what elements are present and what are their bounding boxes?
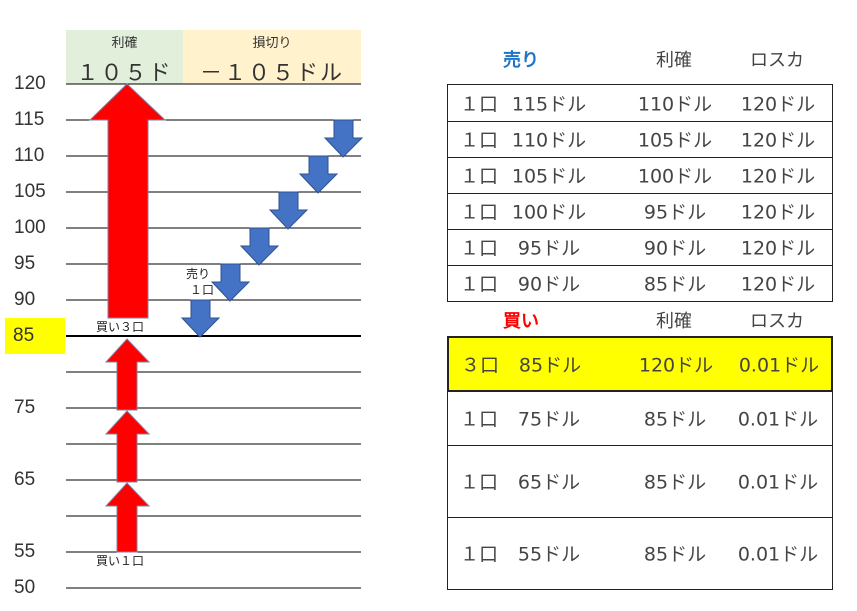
sell-row-qty: １口 xyxy=(459,273,499,296)
buy3-up-arrow xyxy=(88,83,167,319)
sell-down-arrows xyxy=(180,119,364,338)
buy-table-col-sl: ロスカ xyxy=(750,311,804,332)
table-row-highlighted: ３口 85ドル 120ドル 0.01ドル xyxy=(447,336,833,392)
sell-row-tp: 105ドル xyxy=(637,129,713,152)
buy-row-sl: 0.01ドル xyxy=(737,471,819,494)
table-row: １口 110ドル 105ドル 120ドル xyxy=(448,121,832,158)
buy1-annotation: 買い１口 xyxy=(96,554,145,568)
buy-table: ３口 85ドル 120ドル 0.01ドル １口 75ドル 85ドル 0.01ドル… xyxy=(447,336,833,590)
buy-row-qty: １口 xyxy=(459,543,499,566)
loss-label: 損切り xyxy=(252,36,292,51)
y-label-55: 55 xyxy=(14,541,36,562)
sell-arrow-95 xyxy=(210,263,251,302)
table-row: １口 90ドル 85ドル 120ドル xyxy=(448,265,832,302)
sell-row-tp: 90ドル xyxy=(643,237,707,260)
sell-arrow-110 xyxy=(298,155,339,194)
sell-row-tp: 110ドル xyxy=(637,93,713,116)
sell-row-sl: 120ドル xyxy=(740,165,816,188)
buy-up-arrow-55 xyxy=(104,482,151,553)
y-label-65: 65 xyxy=(14,469,36,490)
y-label-75: 75 xyxy=(14,397,36,418)
sell-row-tp: 100ドル xyxy=(637,165,713,188)
buy-up-arrow-75 xyxy=(104,338,151,411)
sell-row-qty: １口 xyxy=(459,165,499,188)
table-row: １口 75ドル 85ドル 0.01ドル xyxy=(448,392,832,445)
sell1-annotation-line1: 売り xyxy=(186,267,211,281)
buy-table-title: 買い xyxy=(503,311,539,332)
buy-row-qty: １口 xyxy=(459,408,499,431)
y-label-110: 110 xyxy=(14,145,45,166)
table-row: １口 115ドル 110ドル 120ドル xyxy=(448,85,832,121)
buy-row-price: 55ドル xyxy=(517,543,581,566)
sell-arrow-100 xyxy=(239,227,280,266)
buy-row-price: 85ドル xyxy=(518,354,582,377)
sell-row-price: 100ドル xyxy=(511,201,587,224)
sell-row-price: 95ドル xyxy=(517,237,581,260)
y-label-100: 100 xyxy=(14,217,46,238)
y-label-50: 50 xyxy=(14,577,36,598)
sell-row-sl: 120ドル xyxy=(740,273,816,296)
sell-row-sl: 120ドル xyxy=(740,201,816,224)
table-row: １口 95ドル 90ドル 120ドル xyxy=(448,229,832,266)
loss-header: 損切り －１０５ドル xyxy=(183,30,361,86)
profit-header: 利確 １０５ドル xyxy=(66,30,183,118)
y-label-115: 115 xyxy=(14,109,45,130)
y-label-85: 85 xyxy=(13,325,35,346)
sell1-annotation-line2: １口 xyxy=(190,283,215,297)
buy-row-qty: １口 xyxy=(459,471,499,494)
table-row: １口 105ドル 100ドル 120ドル xyxy=(448,157,832,194)
sell-table-col-sl: ロスカ xyxy=(750,50,804,71)
buy-row-tp: 85ドル xyxy=(643,543,707,566)
y-label-105: 105 xyxy=(14,181,46,202)
table-row: １口 100ドル 95ドル 120ドル xyxy=(448,193,832,230)
buy-row-tp: 85ドル xyxy=(643,471,707,494)
sell-row-sl: 120ドル xyxy=(740,93,816,116)
y-label-90: 90 xyxy=(14,289,36,310)
sell-row-price: 90ドル xyxy=(517,273,581,296)
sell-arrow-105 xyxy=(268,191,309,230)
buy-row-price: 75ドル xyxy=(517,408,581,431)
sell-row-qty: １口 xyxy=(459,237,499,260)
buy-row-sl: 0.01ドル xyxy=(738,354,820,377)
sell-table: １口 115ドル 110ドル 120ドル １口 110ドル 105ドル 120ド… xyxy=(447,84,833,302)
buy-row-sl: 0.01ドル xyxy=(737,408,819,431)
sell-row-qty: １口 xyxy=(459,93,499,116)
sell-arrow-90 xyxy=(180,299,221,338)
profit-label: 利確 xyxy=(111,36,138,51)
buy-up-arrow-65 xyxy=(104,410,151,483)
buy-row-price: 65ドル xyxy=(517,471,581,494)
buy-row-tp: 85ドル xyxy=(643,408,707,431)
buy3-annotation: 買い３口 xyxy=(96,320,145,334)
sell-row-price: 115ドル xyxy=(511,93,587,116)
sell-row-tp: 85ドル xyxy=(643,273,707,296)
y-label-120: 120 xyxy=(14,73,46,94)
sell-row-price: 105ドル xyxy=(511,165,587,188)
sell-row-sl: 120ドル xyxy=(740,237,816,260)
buy-row-tp: 120ドル xyxy=(638,354,714,377)
sell-row-qty: １口 xyxy=(459,129,499,152)
table-row: １口 55ドル 85ドル 0.01ドル xyxy=(448,517,832,590)
buy-table-col-tp: 利確 xyxy=(656,311,692,332)
sell-row-qty: １口 xyxy=(459,201,499,224)
buy-row-sl: 0.01ドル xyxy=(737,543,819,566)
price-85-highlight: 85 xyxy=(5,318,65,354)
loss-value: －１０５ドル xyxy=(199,61,344,86)
sell-arrow-115 xyxy=(323,119,364,158)
sell-row-price: 110ドル xyxy=(511,129,587,152)
sell-table-title: 売り xyxy=(503,50,539,71)
buy-row-qty: ３口 xyxy=(460,354,500,377)
table-row: １口 65ドル 85ドル 0.01ドル xyxy=(448,445,832,518)
y-label-95: 95 xyxy=(14,253,36,274)
sell-row-tp: 95ドル xyxy=(643,201,707,224)
sell-row-sl: 120ドル xyxy=(740,129,816,152)
sell-table-col-tp: 利確 xyxy=(656,50,692,71)
